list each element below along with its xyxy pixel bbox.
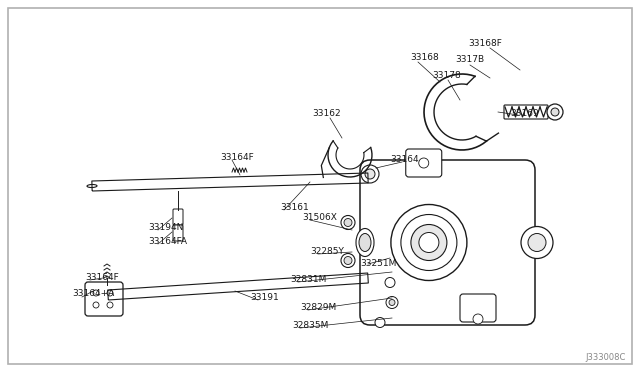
- Text: 33194N: 33194N: [148, 224, 184, 232]
- Text: 33164F: 33164F: [220, 153, 253, 161]
- Text: 33168F: 33168F: [468, 39, 502, 48]
- Text: 32835M: 32835M: [292, 321, 328, 330]
- FancyBboxPatch shape: [360, 160, 535, 325]
- Circle shape: [389, 299, 395, 305]
- FancyBboxPatch shape: [460, 294, 496, 322]
- Ellipse shape: [363, 176, 373, 180]
- Text: 33251M: 33251M: [360, 259, 396, 267]
- Circle shape: [93, 302, 99, 308]
- Circle shape: [419, 232, 439, 253]
- Text: 31506X: 31506X: [302, 214, 337, 222]
- Circle shape: [375, 317, 385, 327]
- Circle shape: [344, 218, 352, 227]
- Ellipse shape: [103, 294, 113, 296]
- Ellipse shape: [87, 185, 97, 187]
- Circle shape: [365, 169, 375, 179]
- Ellipse shape: [356, 228, 374, 257]
- Circle shape: [341, 215, 355, 230]
- Polygon shape: [92, 173, 368, 191]
- Circle shape: [391, 205, 467, 280]
- Circle shape: [361, 165, 379, 183]
- Text: 3317B: 3317B: [455, 55, 484, 64]
- Text: J333008C: J333008C: [586, 353, 626, 362]
- Text: 33162: 33162: [312, 109, 340, 118]
- Text: 33164+A: 33164+A: [72, 289, 115, 298]
- Circle shape: [107, 290, 113, 296]
- Circle shape: [386, 296, 398, 308]
- Circle shape: [551, 108, 559, 116]
- Circle shape: [547, 104, 563, 120]
- Circle shape: [341, 253, 355, 267]
- Circle shape: [521, 227, 553, 259]
- Text: 33168: 33168: [410, 52, 439, 61]
- Text: 32831M: 32831M: [290, 275, 326, 283]
- Ellipse shape: [359, 234, 371, 251]
- FancyBboxPatch shape: [85, 282, 123, 316]
- Text: 33191: 33191: [250, 294, 279, 302]
- Text: 33164FA: 33164FA: [148, 237, 187, 247]
- Text: 32285Y: 32285Y: [310, 247, 344, 257]
- Circle shape: [344, 257, 352, 264]
- Text: 32829M: 32829M: [300, 304, 336, 312]
- Circle shape: [385, 278, 395, 288]
- Circle shape: [419, 158, 429, 168]
- Circle shape: [473, 314, 483, 324]
- Ellipse shape: [363, 276, 373, 279]
- FancyBboxPatch shape: [406, 149, 442, 177]
- Text: 33161: 33161: [280, 202, 308, 212]
- Circle shape: [107, 302, 113, 308]
- Text: 33178: 33178: [432, 71, 461, 80]
- Circle shape: [528, 234, 546, 251]
- Polygon shape: [108, 273, 369, 300]
- FancyBboxPatch shape: [173, 225, 183, 241]
- Text: 33164: 33164: [390, 154, 419, 164]
- Circle shape: [93, 290, 99, 296]
- Text: 33169: 33169: [510, 109, 539, 118]
- Circle shape: [401, 215, 457, 270]
- FancyBboxPatch shape: [173, 209, 183, 225]
- Text: 33164F: 33164F: [85, 273, 119, 282]
- Circle shape: [411, 224, 447, 260]
